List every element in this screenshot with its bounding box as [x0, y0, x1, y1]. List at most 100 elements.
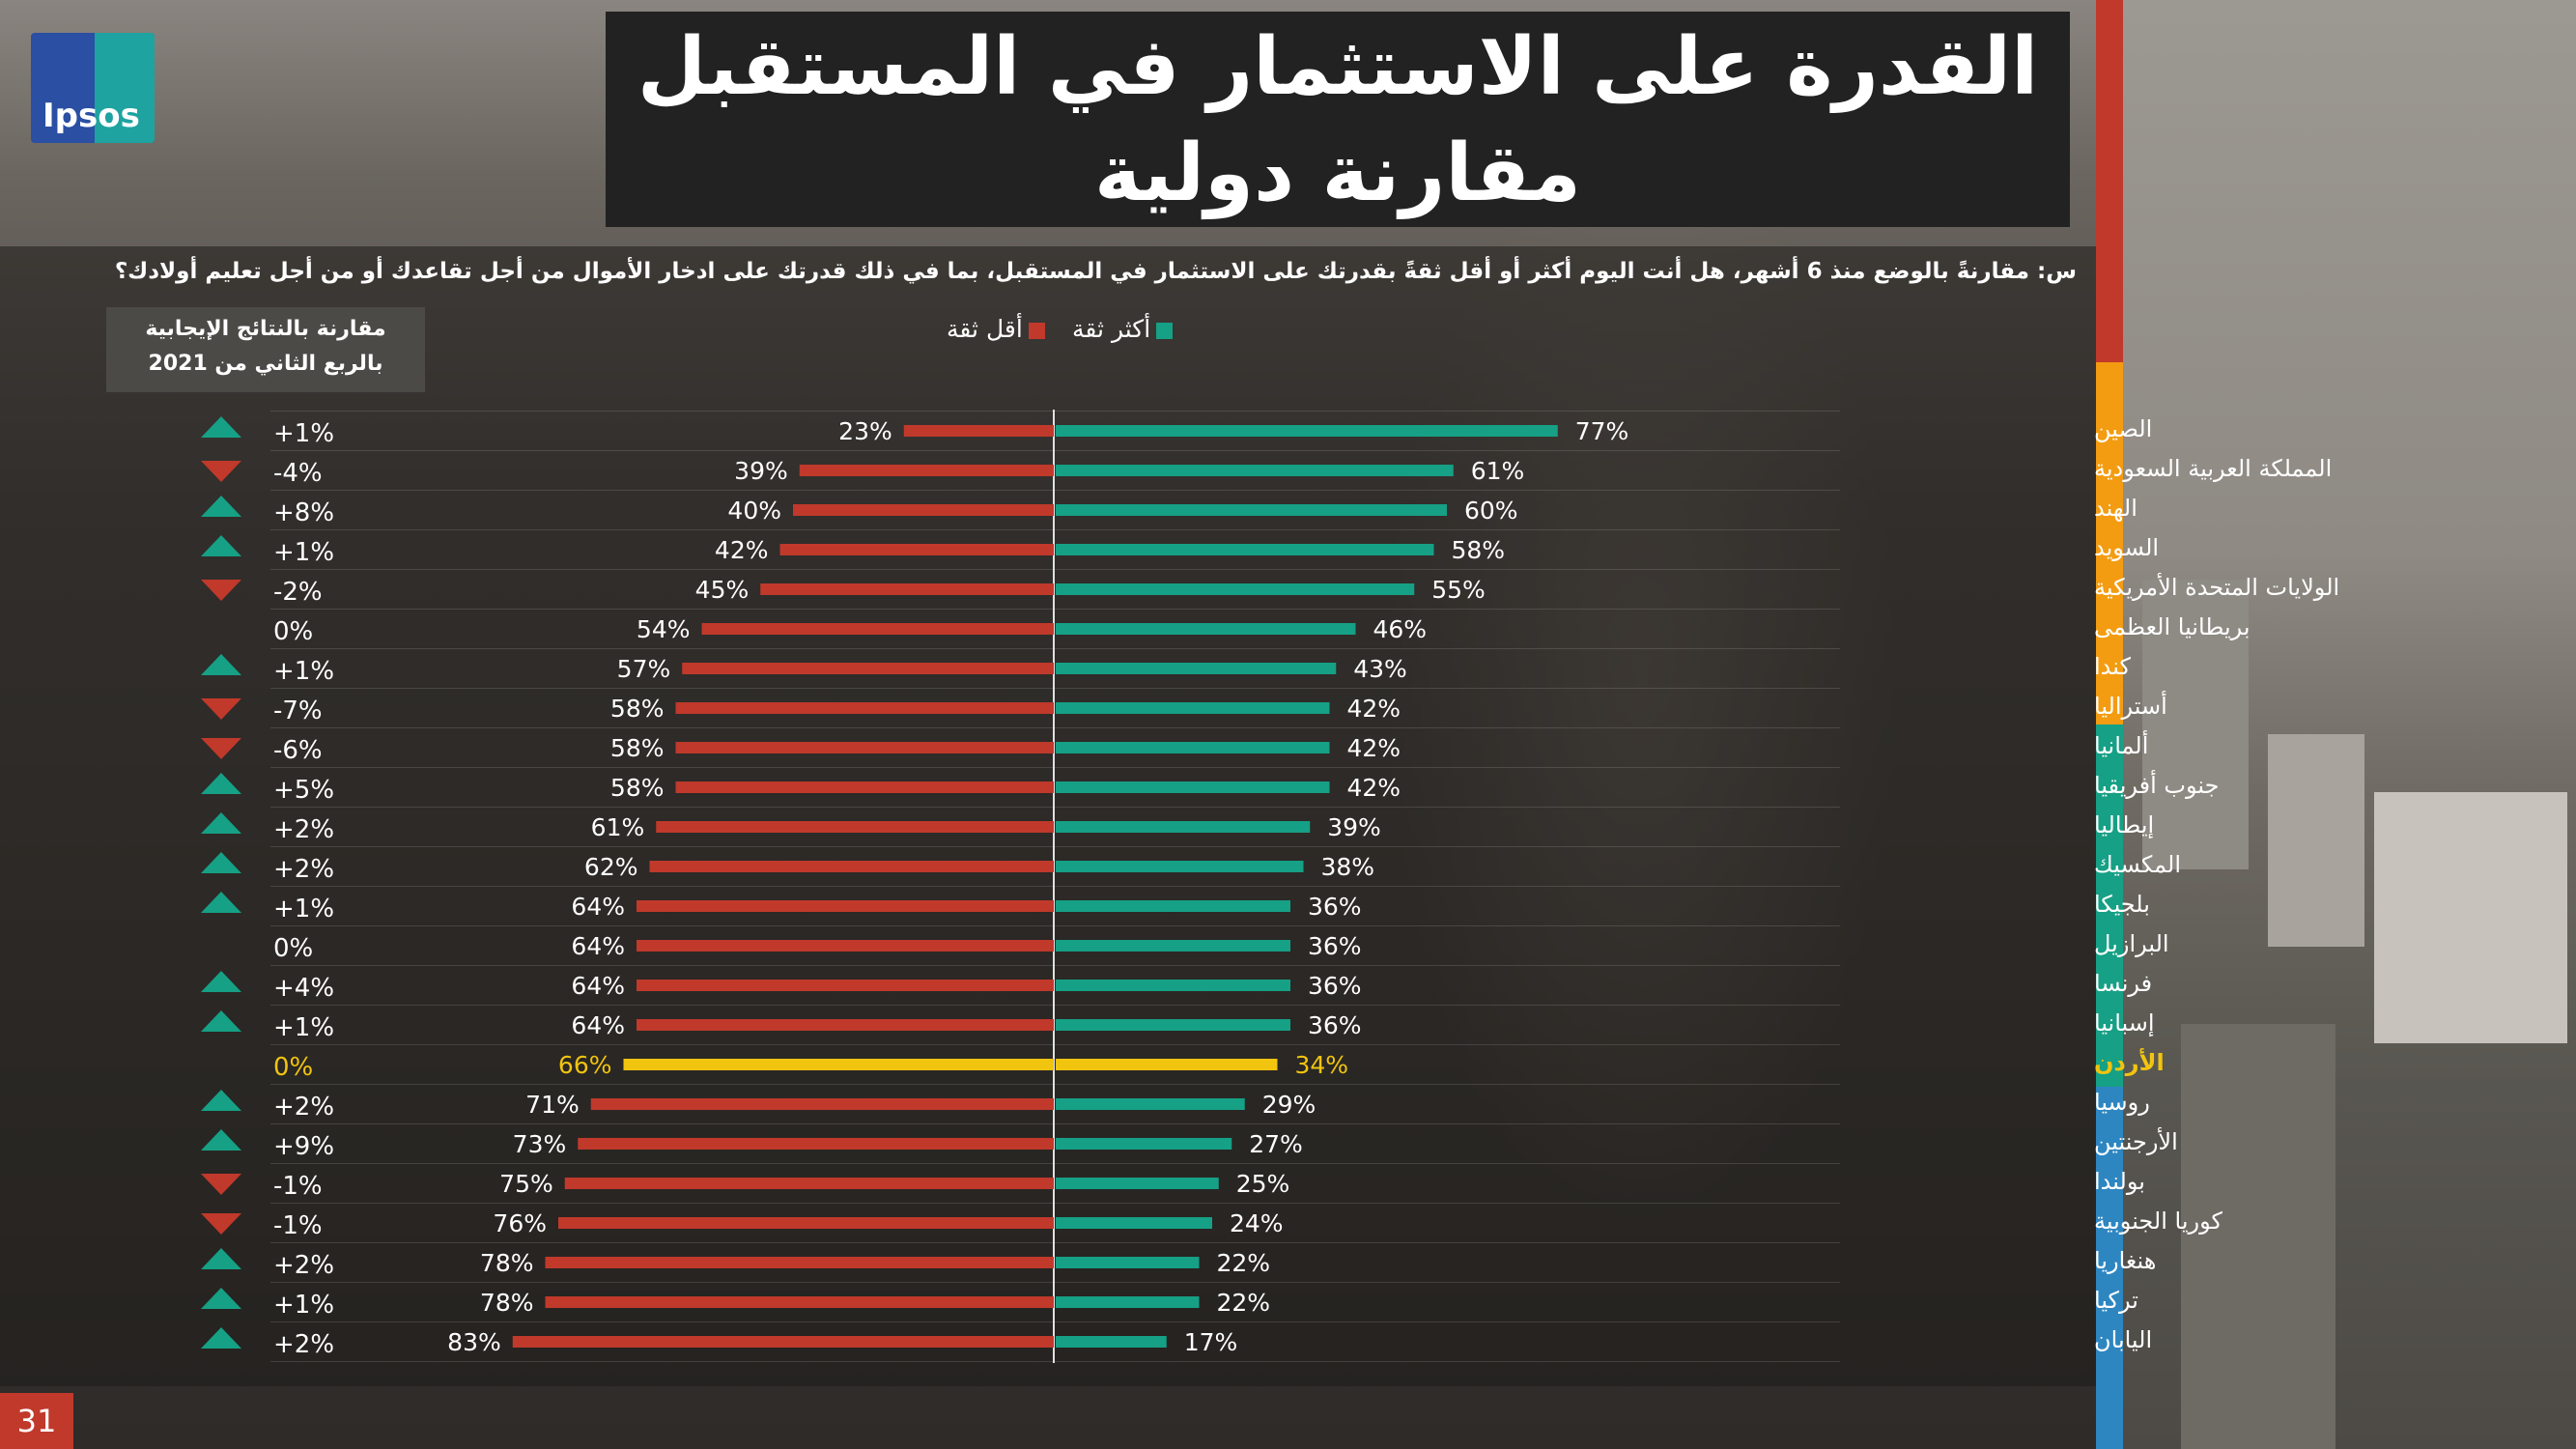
arrow-up-icon — [201, 1090, 241, 1111]
label-more-confident: 22% — [1217, 1249, 1271, 1277]
change-value: +2% — [273, 855, 334, 884]
change-value: +9% — [273, 1132, 334, 1161]
change-value: +1% — [273, 895, 334, 923]
bar-more-confident — [1056, 1138, 1232, 1150]
bar-less-confident — [564, 1178, 1054, 1189]
bar-more-confident — [1056, 1019, 1290, 1031]
city-photo-panel — [2123, 0, 2576, 1449]
country-label: اليابان — [2094, 1326, 2152, 1353]
label-less-confident: 58% — [610, 695, 665, 723]
bar-more-confident — [1056, 1257, 1200, 1268]
country-label: إسبانيا — [2094, 1009, 2155, 1037]
change-value: +1% — [273, 1291, 334, 1320]
label-more-confident: 46% — [1373, 615, 1428, 643]
color-stripe — [2096, 0, 2123, 1449]
arrow-down-icon — [201, 580, 241, 601]
bar-more-confident — [1056, 900, 1290, 912]
bar-more-confident — [1056, 861, 1304, 872]
label-more-confident: 27% — [1249, 1130, 1303, 1158]
comparison-header-line-1: مقارنة بالنتائج الإيجابية — [145, 317, 386, 341]
label-less-confident: 83% — [447, 1328, 501, 1356]
bar-more-confident — [1056, 821, 1311, 833]
bar-less-confident — [649, 861, 1054, 872]
arrow-up-icon — [201, 1129, 241, 1151]
bar-less-confident — [682, 663, 1054, 674]
label-more-confident: 39% — [1327, 813, 1381, 841]
country-label: روسيا — [2094, 1089, 2150, 1116]
country-label: البرازيل — [2094, 930, 2169, 957]
arrow-up-icon — [201, 535, 241, 556]
label-more-confident: 29% — [1262, 1091, 1316, 1119]
bar-more-confident — [1056, 465, 1454, 476]
bar-less-confident — [590, 1098, 1054, 1110]
comparison-header: مقارنة بالنتائج الإيجابية بالربع الثاني … — [106, 307, 425, 392]
label-more-confident: 61% — [1471, 457, 1525, 485]
label-less-confident: 62% — [584, 853, 638, 881]
label-more-confident: 22% — [1217, 1289, 1271, 1317]
label-more-confident: 60% — [1464, 497, 1518, 525]
label-less-confident: 78% — [480, 1289, 534, 1317]
country-label: الهند — [2094, 495, 2137, 522]
arrow-up-icon — [201, 496, 241, 517]
label-more-confident: 43% — [1353, 655, 1407, 683]
label-less-confident: 58% — [610, 774, 665, 802]
bar-more-confident — [1056, 980, 1290, 991]
legend-label-more: أكثر ثقة — [1072, 315, 1151, 343]
logo-text: Ipsos — [42, 97, 140, 135]
label-more-confident: 34% — [1295, 1051, 1349, 1079]
country-label: أستراليا — [2094, 691, 2167, 720]
arrow-up-icon — [201, 416, 241, 438]
bar-more-confident — [1056, 1296, 1200, 1308]
country-label: بلجيكا — [2094, 891, 2150, 918]
label-less-confident: 64% — [571, 972, 625, 1000]
label-less-confident: 23% — [838, 417, 892, 445]
change-value: +8% — [273, 498, 334, 527]
change-value: 0% — [273, 1053, 313, 1082]
arrow-up-icon — [201, 773, 241, 794]
title-box: القدرة على الاستثمار في المستقبل مقارنة … — [606, 12, 2070, 227]
label-more-confident: 36% — [1308, 932, 1362, 960]
country-label: جنوب أفريقيا — [2094, 770, 2219, 799]
country-label: إيطاليا — [2094, 811, 2154, 839]
label-less-confident: 54% — [637, 615, 691, 643]
bar-more-confident — [1056, 425, 1558, 437]
label-less-confident: 40% — [727, 497, 781, 525]
bar-less-confident — [675, 781, 1054, 793]
bar-more-confident — [1056, 702, 1330, 714]
change-value: -6% — [273, 736, 323, 765]
bar-more-confident — [1056, 742, 1330, 753]
country-label: المكسيك — [2094, 851, 2181, 878]
bar-more-confident — [1056, 663, 1337, 674]
change-value: -4% — [273, 459, 323, 488]
bar-more-confident — [1056, 1098, 1245, 1110]
country-label: السويد — [2094, 534, 2159, 561]
change-value: +5% — [273, 776, 334, 805]
bar-less-confident — [512, 1336, 1054, 1348]
bar-more-confident — [1056, 1178, 1219, 1189]
label-more-confident: 36% — [1308, 893, 1362, 921]
label-less-confident: 42% — [715, 536, 769, 564]
bar-less-confident — [701, 623, 1054, 635]
label-more-confident: 42% — [1347, 774, 1401, 802]
country-label: الأردن — [2094, 1048, 2165, 1076]
label-less-confident: 76% — [493, 1209, 547, 1237]
label-less-confident: 64% — [571, 932, 625, 960]
change-value: +2% — [273, 815, 334, 844]
change-value: +1% — [273, 657, 334, 686]
arrow-up-icon — [201, 1010, 241, 1032]
label-more-confident: 25% — [1236, 1170, 1290, 1198]
label-more-confident: 36% — [1308, 972, 1362, 1000]
change-value: +2% — [273, 1251, 334, 1280]
change-value: -1% — [273, 1211, 323, 1240]
label-more-confident: 24% — [1230, 1209, 1284, 1237]
bar-less-confident — [903, 425, 1054, 437]
bar-less-confident — [558, 1217, 1054, 1229]
page-number: 31 — [0, 1393, 73, 1449]
bar-less-confident — [578, 1138, 1054, 1150]
bar-less-confident — [545, 1257, 1054, 1268]
bar-less-confident — [637, 1019, 1054, 1031]
bar-less-confident — [637, 980, 1054, 991]
bar-less-confident — [779, 544, 1054, 555]
label-more-confident: 77% — [1575, 417, 1629, 445]
